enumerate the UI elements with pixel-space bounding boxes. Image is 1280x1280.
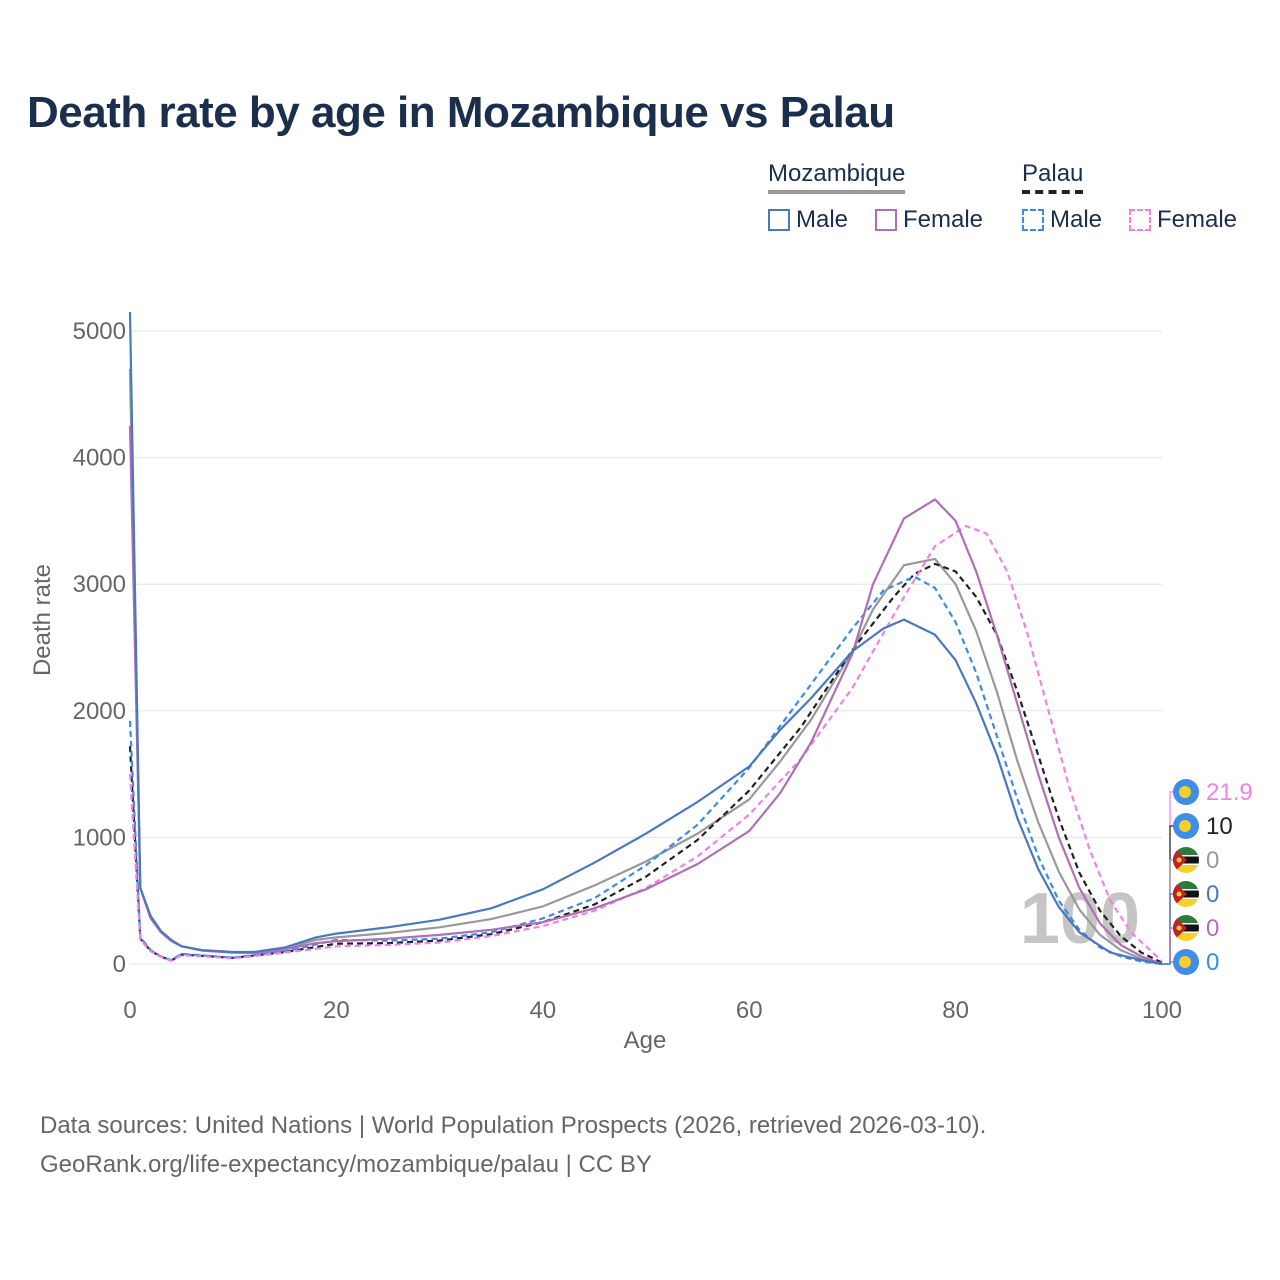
legend-label-palau-male: Male	[1050, 206, 1103, 233]
y-tick-labels: 0 1000 2000 3000 4000 5000	[73, 318, 126, 978]
y-tick-label-5: 5000	[73, 318, 126, 345]
y-tick-label-4: 4000	[73, 445, 126, 472]
flag-mozambique-icon	[1173, 847, 1199, 873]
legend-label-mozambique-male: Male	[796, 206, 849, 233]
legend-group-title-mozambique: Mozambique	[768, 160, 906, 194]
footer-sources: Data sources: United Nations | World Pop…	[40, 1112, 987, 1139]
legend: Mozambique Male Female Palau Male Female	[768, 160, 1268, 240]
flag-palau-icon	[1173, 813, 1199, 839]
series-line-mozambique-male	[128, 311, 1163, 966]
series-line-palau-female	[128, 524, 1163, 963]
x-tick-label-1: 20	[323, 997, 350, 1024]
grid-lines	[130, 330, 1162, 965]
y-tick-label-3: 3000	[73, 571, 126, 598]
chart-title: Death rate by age in Mozambique vs Palau	[27, 88, 895, 137]
legend-group-mozambique: Mozambique	[768, 160, 906, 194]
legend-group-palau: Palau	[1022, 160, 1084, 194]
legend-swatch-mozambique-female	[875, 209, 897, 231]
end-label-value-1: 10	[1206, 813, 1233, 840]
series-line-palau-total	[128, 562, 1163, 964]
legend-item-palau-female[interactable]: Female	[1129, 206, 1237, 234]
end-label-value-0: 21.9	[1206, 779, 1253, 806]
series-lines	[128, 311, 1163, 966]
y-tick-label-0: 0	[113, 951, 126, 978]
legend-item-palau-male[interactable]: Male	[1022, 206, 1102, 234]
y-tick-label-2: 2000	[73, 698, 126, 725]
series-line-palau-male	[128, 575, 1163, 966]
flag-mozambique-icon	[1173, 915, 1199, 941]
end-label-value-5: 0	[1206, 949, 1219, 976]
y-tick-label-1: 1000	[73, 824, 126, 851]
legend-swatch-palau-male	[1022, 209, 1044, 231]
flag-palau-icon	[1173, 779, 1199, 805]
footer: Data sources: United Nations | World Pop…	[40, 1106, 986, 1184]
legend-group-title-palau: Palau	[1022, 160, 1084, 194]
end-label-value-3: 0	[1206, 881, 1219, 908]
legend-item-mozambique-male[interactable]: Male	[768, 206, 848, 234]
x-tick-label-2: 40	[529, 997, 556, 1024]
end-label-value-2: 0	[1206, 847, 1219, 874]
legend-swatch-mozambique-male	[768, 209, 790, 231]
x-tick-label-3: 60	[736, 997, 763, 1024]
series-line-mozambique-female	[128, 425, 1163, 966]
end-label-connector-0	[1162, 791, 1176, 965]
legend-label-mozambique-female: Female	[903, 206, 984, 233]
x-tick-labels: 0 20 40 60 80 100	[123, 997, 1182, 1024]
x-axis-label: Age	[624, 1027, 667, 1054]
end-labels: 21.9 10 0 0 0 0	[1162, 779, 1253, 976]
flag-palau-icon	[1173, 949, 1199, 975]
y-axis-label: Death rate	[29, 564, 56, 676]
x-tick-label-0: 0	[123, 997, 136, 1024]
legend-item-mozambique-female[interactable]: Female	[875, 206, 983, 234]
legend-swatch-palau-female	[1129, 209, 1151, 231]
end-label-connector-2	[1162, 859, 1176, 965]
x-tick-label-4: 80	[942, 997, 969, 1024]
x-tick-label-5: 100	[1142, 997, 1182, 1024]
legend-label-palau-female: Female	[1157, 206, 1238, 233]
footer-url: GeoRank.org/life-expectancy/mozambique/p…	[40, 1151, 652, 1178]
end-label-value-4: 0	[1206, 915, 1219, 942]
flag-mozambique-icon	[1173, 881, 1199, 907]
